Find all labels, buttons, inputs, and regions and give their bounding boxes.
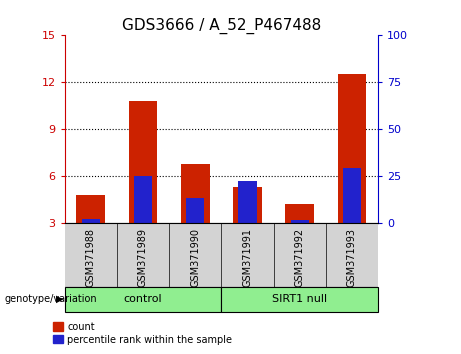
Bar xyxy=(134,176,152,223)
Bar xyxy=(129,101,157,223)
Text: GSM371989: GSM371989 xyxy=(138,228,148,287)
Text: GSM371993: GSM371993 xyxy=(347,228,357,287)
Bar xyxy=(233,187,262,223)
Bar xyxy=(343,168,361,223)
Bar xyxy=(337,74,366,223)
Title: GDS3666 / A_52_P467488: GDS3666 / A_52_P467488 xyxy=(122,18,321,34)
Text: control: control xyxy=(124,294,162,304)
Bar xyxy=(65,287,221,312)
Text: GSM371991: GSM371991 xyxy=(242,228,253,287)
Bar xyxy=(77,195,105,223)
Bar xyxy=(82,219,100,223)
Text: SIRT1 null: SIRT1 null xyxy=(272,294,327,304)
Bar xyxy=(290,220,309,223)
Legend: count, percentile rank within the sample: count, percentile rank within the sample xyxy=(51,320,235,347)
Text: ▶: ▶ xyxy=(56,294,64,304)
Bar xyxy=(285,204,314,223)
Text: GSM371990: GSM371990 xyxy=(190,228,200,287)
Text: GSM371992: GSM371992 xyxy=(295,228,305,287)
Text: GSM371988: GSM371988 xyxy=(86,228,96,287)
Bar xyxy=(238,181,256,223)
Text: genotype/variation: genotype/variation xyxy=(5,294,97,304)
Bar xyxy=(186,198,204,223)
Bar xyxy=(181,164,209,223)
Bar xyxy=(221,287,378,312)
